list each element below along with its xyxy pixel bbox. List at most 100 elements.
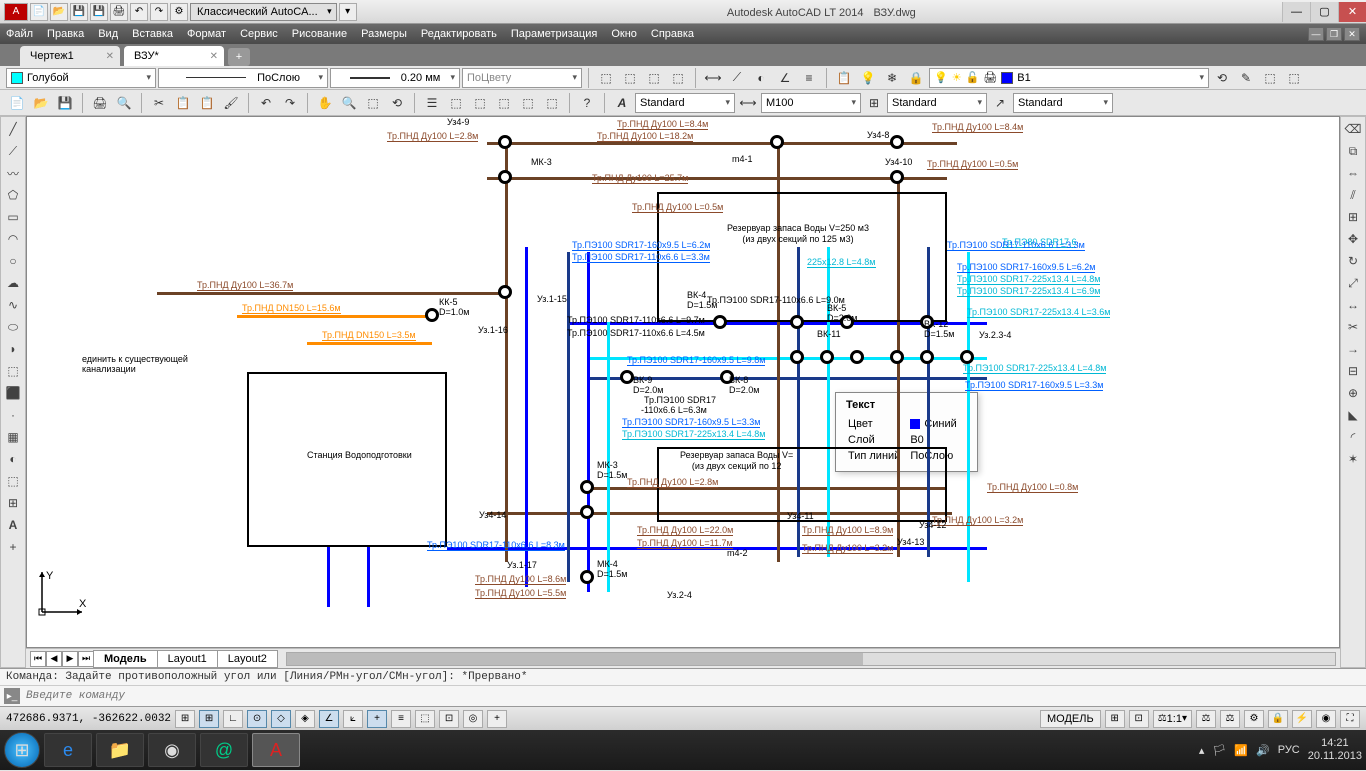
pipe-label[interactable]: m4-1 <box>732 154 753 164</box>
pipe-segment[interactable] <box>587 252 590 592</box>
minimize-button[interactable]: — <box>1282 2 1310 22</box>
layout-tab-2[interactable]: Layout2 <box>217 650 278 668</box>
pipe-label[interactable]: D=2.0м <box>633 385 663 395</box>
ellipse-arc-icon[interactable]: ◗ <box>3 339 23 359</box>
node-marker[interactable] <box>580 505 594 519</box>
pipe-label[interactable]: Тр.ПНД Ду100 L=36.7м <box>197 280 293 291</box>
layout-last-button[interactable]: ⏭ <box>78 651 94 667</box>
ellipse-icon[interactable]: ⬭ <box>3 317 23 337</box>
pipe-segment[interactable] <box>487 142 957 145</box>
pipe-label[interactable]: D=1.5м <box>597 569 627 579</box>
pipe-label[interactable]: Тр.ПЭ100 SDR17-160x9.5 L=9.8м <box>627 355 765 366</box>
taskbar-autocad-icon[interactable]: A <box>252 733 300 767</box>
node-marker[interactable] <box>790 350 804 364</box>
drawing-canvas[interactable]: X Y Текст ЦветСиний СлойВ0 Тип линийПоСл… <box>26 116 1340 648</box>
doc-minimize-button[interactable]: — <box>1308 27 1324 41</box>
pipe-label[interactable]: D=1.5м <box>597 470 627 480</box>
dim-radius-icon[interactable]: ◐ <box>750 68 772 88</box>
scale-icon[interactable]: ⤢ <box>1343 273 1363 293</box>
polar-toggle[interactable]: ⊙ <box>247 710 267 728</box>
node-marker[interactable] <box>425 308 439 322</box>
pipe-segment[interactable] <box>505 142 508 562</box>
text-style-combo[interactable]: Standard <box>635 93 735 113</box>
pipe-label[interactable]: Тр.ПЭ100 SDR17-110x6.6 L=3.3м <box>947 240 1085 251</box>
zoom-prev-icon[interactable]: ⟲ <box>386 93 408 113</box>
erase-icon[interactable]: ⌫ <box>1343 119 1363 139</box>
pipe-label[interactable]: D=2.0м <box>827 313 857 323</box>
snap-toggle[interactable]: ⊞ <box>175 710 195 728</box>
ungroup-icon[interactable]: ⬚ <box>619 68 641 88</box>
am-toggle[interactable]: + <box>487 710 507 728</box>
polyline-icon[interactable]: 〰 <box>3 163 23 183</box>
dim-linear-icon[interactable]: ⟷ <box>702 68 724 88</box>
node-marker[interactable] <box>498 135 512 149</box>
pipe-label[interactable]: Тр.ПНД Ду100 L=8.6м <box>475 574 566 585</box>
undo-icon[interactable]: ↶ <box>255 93 277 113</box>
zoom-window-icon[interactable]: ⬚ <box>362 93 384 113</box>
save-icon[interactable]: 💾 <box>54 93 76 113</box>
help-icon[interactable]: ? <box>576 93 598 113</box>
text-style-icon[interactable]: A <box>611 93 633 113</box>
pipe-label[interactable]: Тр.ПЭ100 SDR17-160x9.5 L=6.2м <box>957 262 1095 273</box>
lwt-toggle[interactable]: ≡ <box>391 710 411 728</box>
layout-tab-1[interactable]: Layout1 <box>157 650 218 668</box>
stretch-icon[interactable]: ↔ <box>1343 295 1363 315</box>
pipe-label[interactable]: Тр.ПЭ100 SDR17-160x9.5 L=3.3м <box>965 380 1103 391</box>
pipe-segment[interactable] <box>525 247 528 587</box>
pipe-label[interactable]: МК-4 <box>597 559 618 569</box>
pipe-label[interactable]: Уз4-14 <box>479 510 506 520</box>
lineweight-combo[interactable]: 0.20 мм <box>330 68 460 88</box>
qat-open-icon[interactable]: 📂 <box>50 3 68 21</box>
pipe-label[interactable]: Уз.1-16 <box>478 325 508 335</box>
node-marker[interactable] <box>890 170 904 184</box>
pipe-label[interactable]: Тр.ПНД Ду100 L=8.4м <box>932 122 1023 133</box>
tray-volume-icon[interactable]: 🔊 <box>1256 744 1270 757</box>
pipe-segment[interactable] <box>607 322 610 592</box>
new-tab-button[interactable]: + <box>228 48 250 66</box>
pipe-label[interactable]: Тр.ПЭ100 SDR17-110x6.6 L=9.7м <box>567 315 705 325</box>
pipe-label[interactable]: Тр.ПЭ100 SDR17-225x13.4 L=4.8м <box>957 274 1100 285</box>
pipe-label[interactable]: 225x12.8 L=4.8м <box>807 257 876 268</box>
fillet-icon[interactable]: ◜ <box>1343 427 1363 447</box>
pipe-label[interactable]: Тр.ПНД DN150 L=3.5м <box>322 330 416 341</box>
layout-first-button[interactable]: ⏮ <box>30 651 46 667</box>
menu-insert[interactable]: Вставка <box>132 28 173 40</box>
tray-network-icon[interactable]: 📶 <box>1234 744 1248 757</box>
pipe-label[interactable]: Тр.ПНД Ду100 L=0.8м <box>987 482 1078 493</box>
pipe-label[interactable]: Тр.ПНД Ду100 L=8.9м <box>802 525 893 536</box>
doctab-drawing1[interactable]: Чертеж1✕ <box>20 46 120 66</box>
revcloud-icon[interactable]: ☁ <box>3 273 23 293</box>
group-icon[interactable]: ⬚ <box>595 68 617 88</box>
extend-icon[interactable]: → <box>1343 339 1363 359</box>
menu-dimension[interactable]: Размеры <box>361 28 407 40</box>
qat-saveas-icon[interactable]: 💾 <box>90 3 108 21</box>
structure-box[interactable] <box>247 372 447 547</box>
workspace-switch-icon[interactable]: ⚙ <box>1244 710 1264 728</box>
pipe-label[interactable]: D=1.5м <box>687 300 717 310</box>
annotation-autoscale-icon[interactable]: ⚖ <box>1220 710 1240 728</box>
color-combo[interactable]: Голубой <box>6 68 156 88</box>
layout-tab-model[interactable]: Модель <box>93 650 158 668</box>
isolate-objects-icon[interactable]: ◉ <box>1316 710 1336 728</box>
pipe-label[interactable]: Тр.ПНД Ду100 L=0.5м <box>927 159 1018 170</box>
pipe-label[interactable]: -110x6.6 L=6.3м <box>641 405 707 415</box>
osnap-toggle[interactable]: ◇ <box>271 710 291 728</box>
node-marker[interactable] <box>820 350 834 364</box>
pipe-label[interactable]: Уз4-11 <box>787 511 814 521</box>
3dosnap-toggle[interactable]: ◈ <box>295 710 315 728</box>
maximize-button[interactable]: ▢ <box>1310 2 1338 22</box>
pipe-label[interactable]: Тр.ПНД Ду100 L=18.2м <box>597 131 693 142</box>
sheet-set-icon[interactable]: ⬚ <box>493 93 515 113</box>
command-input[interactable] <box>26 690 1362 702</box>
pipe-label[interactable]: Уз.2-4 <box>667 590 692 600</box>
point-icon[interactable]: · <box>3 405 23 425</box>
pipe-label[interactable]: Уз4-13 <box>897 537 924 547</box>
qat-new-icon[interactable]: 📄 <box>30 3 48 21</box>
node-marker[interactable] <box>920 350 934 364</box>
menu-window[interactable]: Окно <box>611 28 637 40</box>
explode-icon[interactable]: ✶ <box>1343 449 1363 469</box>
menu-parametric[interactable]: Параметризация <box>511 28 597 40</box>
layer-lock-icon[interactable]: 🔒 <box>905 68 927 88</box>
hardware-accel-icon[interactable]: ⚡ <box>1292 710 1312 728</box>
menu-draw[interactable]: Рисование <box>292 28 347 40</box>
